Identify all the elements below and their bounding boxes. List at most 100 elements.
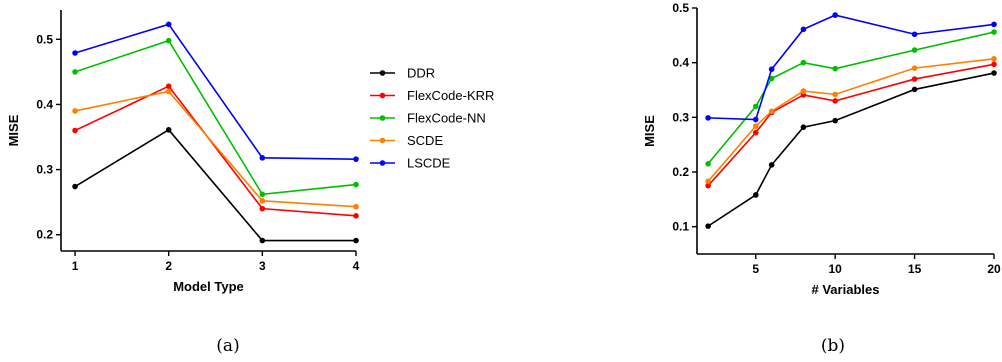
legend-item-scde: SCDE <box>370 133 443 148</box>
series-line-scde <box>74 90 357 208</box>
chart-panel-2: 0.1 0.2 0.3 0.4 0.5 5 10 15 20 # Variables MISE (b) <box>642 1 1001 356</box>
data-point <box>353 213 359 219</box>
legend-item-flexcode-krr: FlexCode-KRR <box>370 88 494 103</box>
series-flexcode-krr <box>72 83 359 219</box>
data-point <box>165 37 172 44</box>
y-axis-title: MISE <box>642 115 657 147</box>
series-flexcode-nn <box>72 37 359 198</box>
x-axis-title: Model Type <box>173 279 244 294</box>
data-point <box>752 192 759 198</box>
legend-swatch-marker <box>379 160 386 166</box>
y-tick-label: 0.4 <box>672 56 689 70</box>
x-tick-label: 2 <box>165 259 172 273</box>
data-point <box>752 116 759 123</box>
data-point <box>752 123 759 129</box>
x-tick-label: 20 <box>987 262 1001 276</box>
data-point <box>259 155 266 161</box>
data-point <box>353 156 359 162</box>
legend: DDR FlexCode-KRR FlexCode-NN SCDE LSCDE <box>370 66 494 171</box>
data-point <box>768 75 775 82</box>
series-line-flexcode-nn <box>74 39 357 196</box>
data-point <box>72 69 78 75</box>
y-tick-label: 0.1 <box>672 220 689 234</box>
legend-label: SCDE <box>407 133 443 148</box>
data-point <box>705 115 711 121</box>
data-point <box>991 21 997 28</box>
data-point <box>72 50 78 56</box>
series-line-flexcode-krr <box>74 85 357 217</box>
legend-label: DDR <box>407 66 435 81</box>
legend-swatch-marker <box>379 70 386 76</box>
panel-caption: (b) <box>821 336 845 356</box>
legend-label: LSCDE <box>407 156 451 171</box>
series-line-ddr <box>74 128 356 242</box>
series-lscde <box>705 12 997 123</box>
data-point <box>991 56 997 62</box>
legend-item-ddr: DDR <box>370 66 435 81</box>
series-scde <box>705 56 997 185</box>
x-tick-label: 1 <box>72 259 79 273</box>
legend-item-flexcode-nn: FlexCode-NN <box>370 111 486 126</box>
y-tick-label: 0.5 <box>36 32 53 46</box>
data-point <box>911 65 918 71</box>
data-point <box>832 65 838 72</box>
series-line-flexcode-nn <box>707 31 995 165</box>
x-tick-label: 10 <box>828 262 842 276</box>
data-point <box>832 91 838 98</box>
data-point <box>800 92 807 98</box>
data-point <box>72 127 78 134</box>
series-line-lscde <box>708 14 995 121</box>
data-point <box>752 103 759 110</box>
data-point <box>259 237 266 244</box>
data-point <box>259 198 266 204</box>
data-point <box>705 161 711 167</box>
legend-item-lscde: LSCDE <box>370 156 451 171</box>
data-point <box>353 181 359 188</box>
data-point <box>911 31 918 38</box>
legend-swatch-marker <box>379 92 386 99</box>
data-point <box>911 86 918 93</box>
data-point <box>752 129 759 136</box>
data-point <box>832 98 838 104</box>
data-point <box>165 127 172 133</box>
data-point <box>165 83 172 90</box>
data-point <box>353 203 359 210</box>
data-point <box>991 70 997 76</box>
data-point <box>768 162 775 168</box>
legend-label: FlexCode-KRR <box>407 88 494 103</box>
y-tick-label: 0.2 <box>36 228 53 242</box>
data-point <box>991 61 997 68</box>
series-flexcode-krr <box>705 61 997 189</box>
series-ddr <box>72 127 359 244</box>
data-point <box>911 76 918 82</box>
data-point <box>72 183 78 190</box>
data-point <box>800 26 807 33</box>
y-tick-label: 0.5 <box>672 1 689 15</box>
data-point <box>705 178 711 185</box>
series-line-lscde <box>74 23 357 160</box>
data-point <box>259 191 266 198</box>
y-tick-label: 0.3 <box>36 163 53 177</box>
series-ddr <box>705 70 997 229</box>
y-tick-label: 0.2 <box>672 165 689 179</box>
data-point <box>800 124 807 130</box>
legend-swatch-marker <box>379 137 386 144</box>
panel-caption: (a) <box>216 336 239 356</box>
data-point <box>832 117 838 124</box>
data-point <box>911 47 918 53</box>
data-point <box>768 108 775 115</box>
data-point <box>800 59 807 66</box>
data-point <box>165 21 172 28</box>
data-point <box>705 223 711 229</box>
data-point <box>991 29 997 35</box>
legend-label: FlexCode-NN <box>407 111 486 126</box>
series-lscde <box>72 21 359 162</box>
x-tick-label: 15 <box>908 262 922 276</box>
x-axis-title: # Variables <box>812 282 880 297</box>
series-scde <box>72 88 359 210</box>
chart-panel-1: 0.2 0.3 0.4 0.5 1 2 3 4 Model Type MISE DDR FlexCod… <box>6 10 494 356</box>
data-point <box>353 237 359 244</box>
data-point <box>165 88 172 95</box>
data-point <box>72 108 78 114</box>
legend-swatch-marker <box>379 115 386 121</box>
